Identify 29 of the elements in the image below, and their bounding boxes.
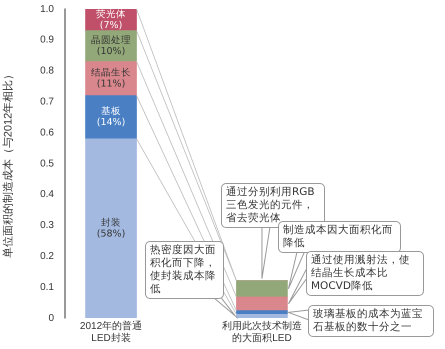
- y-tick-label: 0.1: [40, 282, 54, 293]
- annotation: 通过分别利用RGB三色发光的元件，省去荧光体: [226, 186, 315, 224]
- annotation: 玻璃基板的成本为蓝宝石基板的数十分之一: [308, 305, 434, 337]
- y-tick-label: 0.3: [40, 220, 54, 232]
- y-tick-label: 0.2: [40, 250, 54, 262]
- y-tick-label: 0: [48, 312, 54, 324]
- series-label: 基板: [101, 105, 122, 118]
- y-tick-label: 0.5: [40, 158, 54, 170]
- y-tick-label: 0.9: [40, 34, 54, 46]
- annotation: 热密度因大面积化而下降，使封装成本降低: [145, 241, 224, 299]
- data-label: (10%): [96, 46, 126, 58]
- data-label: (58%): [96, 228, 126, 240]
- y-axis-title: 单位面积的制造成本（与2012年相比）: [2, 68, 15, 258]
- y-tick-label: 0.4: [40, 189, 54, 200]
- x-tick-label: 2012年的普通LED封装: [80, 320, 142, 344]
- series-label: 封装: [101, 216, 122, 228]
- data-label: (14%): [96, 117, 126, 128]
- data-label: (11%): [96, 78, 126, 90]
- y-tick-label: 0.8: [40, 66, 54, 77]
- series-label: 结晶生长: [91, 66, 132, 78]
- y-tick-label: 0.7: [40, 96, 54, 108]
- y-tick-label: 1.0: [40, 4, 54, 15]
- series-label: 晶圆处理: [91, 34, 132, 46]
- y-tick-label: 0.6: [40, 127, 54, 138]
- data-label: (7%): [100, 20, 122, 31]
- x-tick-label: 利用此次技术制造的大面积LED: [222, 320, 302, 344]
- series-label: 荧光体: [96, 8, 126, 20]
- annotation: 通过使用溅射法，使结晶生长成本比MOCVD降低: [306, 251, 424, 296]
- annotation: 制造成本因大面积化而降低: [283, 224, 393, 249]
